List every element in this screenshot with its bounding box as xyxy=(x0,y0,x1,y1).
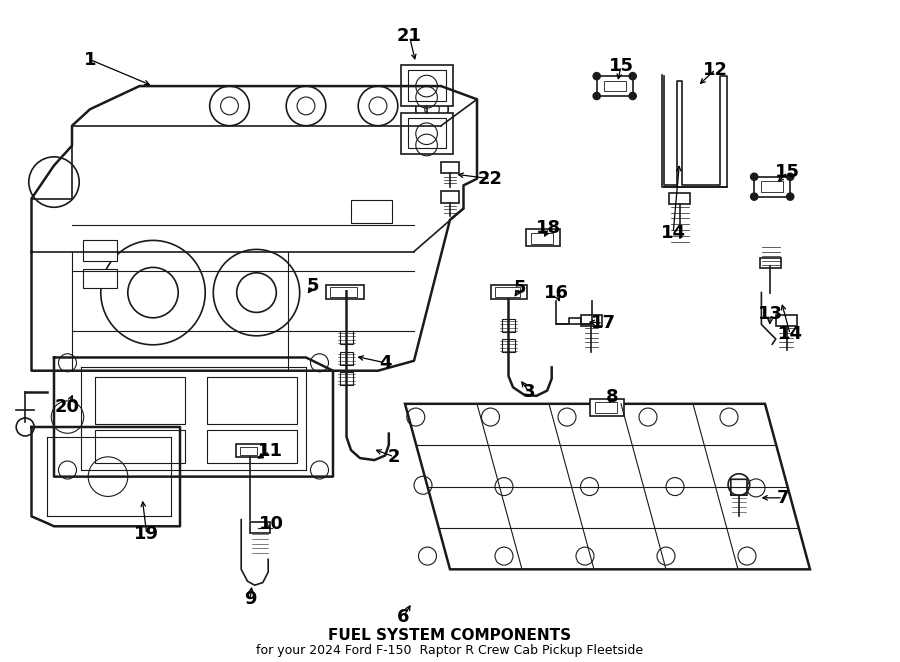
Text: 5: 5 xyxy=(307,277,320,295)
FancyBboxPatch shape xyxy=(597,76,633,96)
Circle shape xyxy=(751,173,758,180)
FancyBboxPatch shape xyxy=(441,191,459,203)
Text: FUEL SYSTEM COMPONENTS: FUEL SYSTEM COMPONENTS xyxy=(328,628,572,643)
Text: 21: 21 xyxy=(397,27,422,46)
Text: 11: 11 xyxy=(257,442,283,461)
Text: 15: 15 xyxy=(608,57,634,75)
Circle shape xyxy=(593,93,600,99)
Text: 10: 10 xyxy=(259,515,284,534)
FancyBboxPatch shape xyxy=(731,479,747,495)
Text: 5: 5 xyxy=(514,279,526,297)
Text: 18: 18 xyxy=(536,219,562,238)
Bar xyxy=(595,402,616,413)
FancyBboxPatch shape xyxy=(326,285,364,299)
Text: 7: 7 xyxy=(777,489,789,507)
Bar xyxy=(340,372,353,385)
Bar xyxy=(83,240,117,261)
Text: 14: 14 xyxy=(778,325,803,344)
FancyBboxPatch shape xyxy=(491,285,526,299)
Text: 14: 14 xyxy=(661,224,686,242)
Bar xyxy=(408,70,446,101)
Bar xyxy=(531,233,553,244)
Circle shape xyxy=(787,193,794,200)
Bar xyxy=(83,269,117,288)
Text: 13: 13 xyxy=(758,305,783,324)
Bar xyxy=(400,65,453,106)
Text: 19: 19 xyxy=(134,525,159,544)
Text: 8: 8 xyxy=(606,388,618,406)
Circle shape xyxy=(593,73,600,79)
Bar xyxy=(400,113,453,154)
Bar xyxy=(495,287,520,297)
Bar xyxy=(760,258,781,268)
Bar xyxy=(502,319,515,332)
Bar xyxy=(761,181,783,192)
Bar xyxy=(340,331,353,344)
Text: for your 2024 Ford F-150  Raptor R Crew Cab Pickup Fleetside: for your 2024 Ford F-150 Raptor R Crew C… xyxy=(256,643,644,657)
Text: 4: 4 xyxy=(379,354,392,372)
Bar xyxy=(207,377,297,424)
Circle shape xyxy=(787,173,794,180)
Text: 15: 15 xyxy=(775,163,800,181)
Text: 16: 16 xyxy=(544,283,569,302)
FancyBboxPatch shape xyxy=(754,177,790,197)
Bar xyxy=(580,315,602,326)
Bar xyxy=(240,447,256,455)
Bar xyxy=(94,430,184,463)
Bar xyxy=(502,339,515,352)
FancyBboxPatch shape xyxy=(526,229,560,246)
Text: 3: 3 xyxy=(523,383,536,401)
Bar xyxy=(94,377,184,424)
Text: 12: 12 xyxy=(703,60,728,79)
Bar xyxy=(330,287,357,297)
FancyBboxPatch shape xyxy=(236,444,263,457)
Circle shape xyxy=(629,93,636,99)
Bar xyxy=(340,352,353,365)
Text: 1: 1 xyxy=(84,50,96,69)
Bar xyxy=(351,200,392,223)
Text: 2: 2 xyxy=(388,448,400,466)
Bar xyxy=(669,193,690,204)
Circle shape xyxy=(751,193,758,200)
Bar xyxy=(408,118,446,148)
Text: 6: 6 xyxy=(397,608,410,626)
FancyBboxPatch shape xyxy=(441,162,459,173)
Bar xyxy=(207,430,297,463)
Text: 17: 17 xyxy=(590,314,616,332)
Text: 20: 20 xyxy=(55,398,80,416)
Text: 22: 22 xyxy=(478,169,503,188)
Circle shape xyxy=(629,73,636,79)
Text: 9: 9 xyxy=(244,590,256,608)
Bar xyxy=(776,315,797,326)
FancyBboxPatch shape xyxy=(590,399,624,416)
Bar xyxy=(604,81,626,91)
Bar xyxy=(250,522,270,533)
